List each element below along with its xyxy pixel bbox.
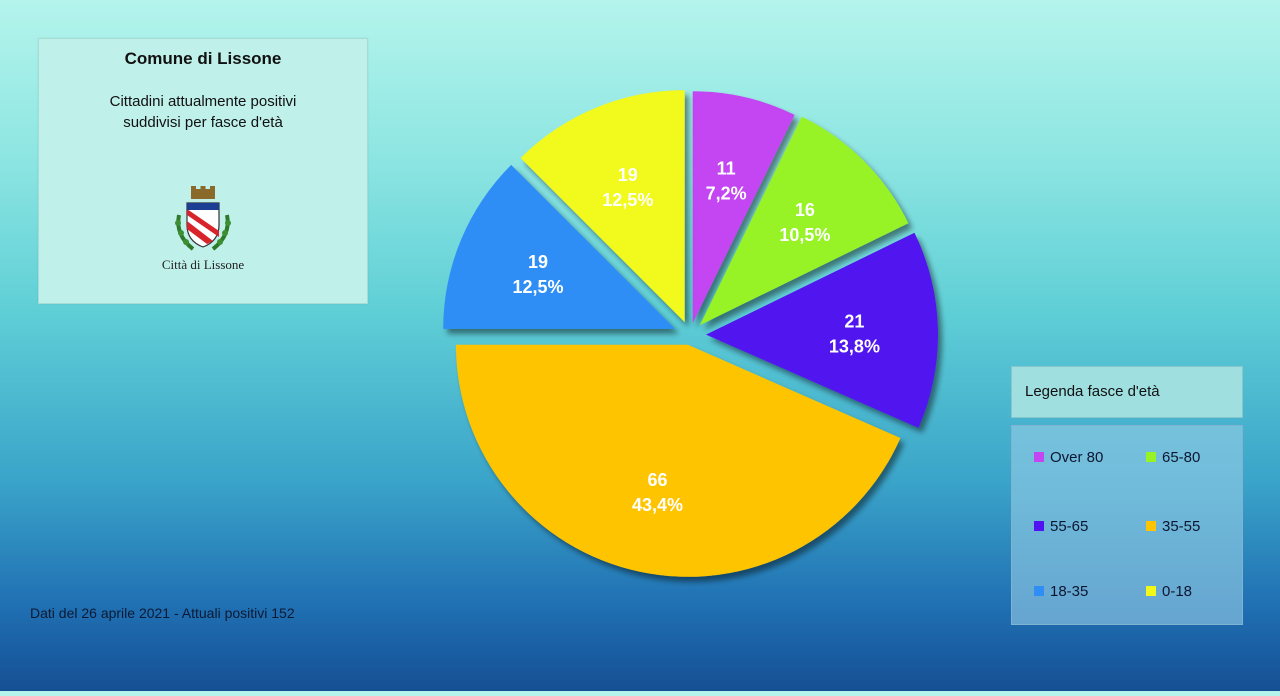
pie-slice-0-18 <box>520 90 685 323</box>
legend-title: Legenda fasce d'età <box>1025 383 1160 400</box>
slice-percent-label: 43,4% <box>632 495 683 515</box>
legend-item-0-18: 0-18 <box>1146 583 1192 601</box>
legend-item-35-55: 35-55 <box>1146 518 1200 536</box>
legend-label: 18-35 <box>1050 583 1089 600</box>
legend-swatch <box>1146 521 1156 531</box>
pie-slice-65-80 <box>699 116 909 326</box>
pie-slice-35-55 <box>455 344 901 577</box>
legend-swatch <box>1146 452 1156 462</box>
slice-percent-label: 10,5% <box>779 225 830 245</box>
slice-percent-label: 7,2% <box>706 184 747 204</box>
slice-value-label: 19 <box>618 165 638 185</box>
slice-percent-label: 12,5% <box>602 190 653 210</box>
slice-percent-label: 13,8% <box>829 337 880 357</box>
legend-item-65-80: 65-80 <box>1146 449 1200 467</box>
city-name: Città di Lissone <box>161 257 245 272</box>
legend-swatch <box>1034 521 1044 531</box>
legend-label: 65-80 <box>1162 449 1201 466</box>
legend-item-18-35: 18-35 <box>1034 583 1088 601</box>
legend-swatch <box>1146 586 1156 596</box>
slice-value-label: 16 <box>795 200 815 220</box>
legend-label: 0-18 <box>1162 583 1193 600</box>
title-box: Comune di Lissone Cittadini attualmente … <box>38 38 368 304</box>
legend-label: 55-65 <box>1050 518 1089 535</box>
legend-swatch <box>1034 452 1044 462</box>
slice-value-label: 66 <box>647 470 667 490</box>
legend-item-55-65: 55-65 <box>1034 518 1088 536</box>
footer-note: Dati del 26 aprile 2021 - Attuali positi… <box>30 605 295 621</box>
pie-slice-over-80 <box>692 91 795 324</box>
slice-value-label: 19 <box>528 252 548 272</box>
slice-value-label: 11 <box>717 159 736 179</box>
legend-swatch <box>1034 586 1044 596</box>
legend: Over 80 65-80 55-65 35-55 18-35 0-18 <box>1011 425 1243 625</box>
pie-slice-55-65 <box>705 232 938 428</box>
legend-title-box: Legenda fasce d'età <box>1011 366 1243 418</box>
legend-label: 35-55 <box>1162 518 1201 535</box>
chart-subtitle: Cittadini attualmente positivi suddivisi… <box>39 91 367 133</box>
subtitle-line-1: Cittadini attualmente positivi <box>109 93 297 110</box>
slice-percent-label: 12,5% <box>513 277 564 297</box>
legend-item-over-80: Over 80 <box>1034 449 1103 467</box>
pie-slice-18-35 <box>443 164 676 329</box>
slice-value-label: 21 <box>844 312 864 332</box>
legend-label: Over 80 <box>1050 449 1104 466</box>
subtitle-line-2: suddivisi per fasce d'età <box>123 114 283 131</box>
coat-of-arms-icon <box>175 186 231 251</box>
chart-title: Comune di Lissone <box>124 49 282 68</box>
